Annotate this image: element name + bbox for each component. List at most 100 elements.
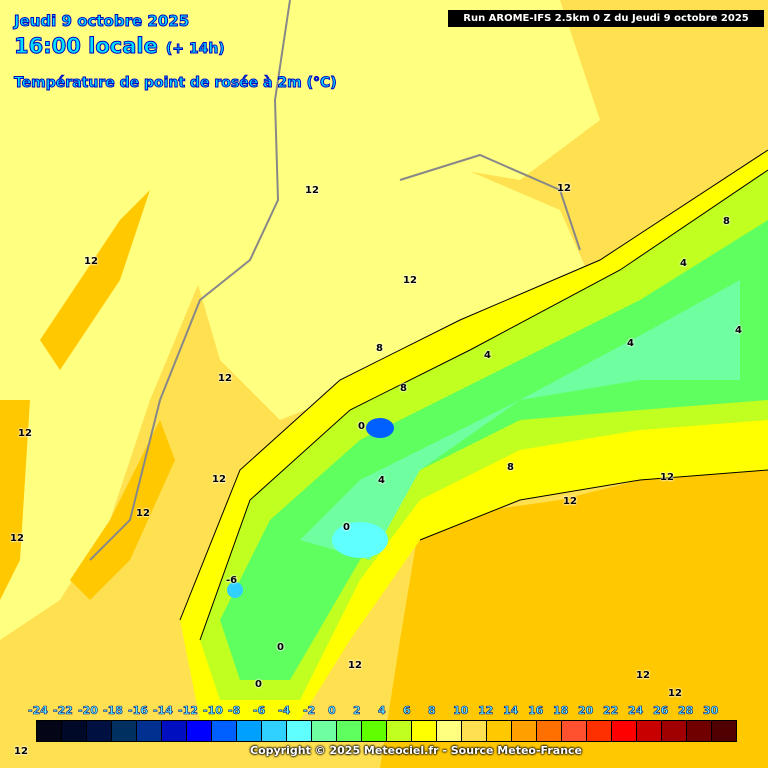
colorbar-swatch (312, 721, 337, 741)
colorbar-swatch (187, 721, 212, 741)
cyan-spot (332, 522, 388, 558)
contour-lines (179, 149, 768, 641)
contour-label: 12 (636, 670, 650, 681)
colorbar-label: -18 (103, 704, 123, 718)
contour-label: 12 (218, 373, 232, 384)
contour-label: 4 (378, 475, 385, 486)
contour-label: 12 (557, 183, 571, 194)
colorbar-swatch (687, 721, 712, 741)
colorbar-swatch (512, 721, 537, 741)
contour-label: 12 (14, 746, 28, 757)
colorbar-swatch (487, 721, 512, 741)
colorbar-swatch (537, 721, 562, 741)
colorbar-label: -6 (253, 704, 266, 718)
colorbar-label: 10 (453, 704, 469, 718)
colorbar-swatch (562, 721, 587, 741)
colorbar-swatch (287, 721, 312, 741)
colorbar-label: 22 (603, 704, 619, 718)
lead-time: (+ 14h) (165, 41, 225, 58)
colorbar-labels: -24 -22 -20 -18 -16 -14 -12 -10 -8 -6 -4 -2 0 2 4 6 8 10 1… (24, 704, 764, 718)
contour-label: 4 (484, 350, 491, 361)
colorbar-swatch (337, 721, 362, 741)
green-core (220, 220, 768, 680)
colorbar-swatch (137, 721, 162, 741)
pale-yellow-north (150, 120, 600, 420)
forecast-time: 16:00 locale (+ 14h) (14, 34, 226, 59)
orange-sw-edge (0, 400, 30, 600)
blue-spot (366, 418, 394, 438)
colorbar-swatch (262, 721, 287, 741)
colorbar-label: 14 (503, 704, 519, 718)
pale-yellow-zone (0, 0, 600, 640)
contour-label: -6 (226, 575, 238, 586)
colorbar-swatch (237, 721, 262, 741)
colorbar-swatch (662, 721, 687, 741)
contour-label: 12 (18, 428, 32, 439)
colorbar-label: -2 (303, 704, 316, 718)
colorbar-label: 18 (553, 704, 569, 718)
colorbar-label: 16 (528, 704, 544, 718)
colorbar-swatch (462, 721, 487, 741)
contour-label: 12 (563, 496, 577, 507)
colorbar-swatch (612, 721, 637, 741)
parameter-title: Température de point de rosée à 2m (°C) (14, 75, 338, 92)
colorbar-swatch (362, 721, 387, 741)
colorbar-label: 6 (403, 704, 411, 718)
contour-label: 12 (10, 533, 24, 544)
colorbar-label: -4 (278, 704, 291, 718)
colorbar-label: -10 (203, 704, 223, 718)
colorbar-label: -20 (78, 704, 98, 718)
orange-southeast (380, 470, 768, 768)
contour-label: 0 (277, 642, 284, 653)
contour-label: 8 (723, 216, 730, 227)
colorbar-label: 26 (653, 704, 669, 718)
colorbar-label: 0 (328, 704, 336, 718)
colorbar-swatch (637, 721, 662, 741)
contour-label: 12 (84, 256, 98, 267)
contour-label: 0 (255, 679, 262, 690)
colorbar-swatch (587, 721, 612, 741)
colorbar-swatch (412, 721, 437, 741)
blue-spot-2 (227, 582, 243, 598)
colorbar-label: 30 (703, 704, 719, 718)
contour-label: 12 (212, 474, 226, 485)
contour-label: 4 (735, 325, 742, 336)
colorbar-swatch (112, 721, 137, 741)
colorbar-label: -24 (28, 704, 48, 718)
colorbar-swatch (437, 721, 462, 741)
contour-label: 0 (343, 522, 350, 533)
green-light-core (300, 280, 740, 560)
contour-label: 4 (680, 258, 687, 269)
contour-label: 0 (358, 421, 365, 432)
contour-label: 12 (305, 185, 319, 196)
contour-label: 8 (507, 462, 514, 473)
colorbar-swatch (87, 721, 112, 741)
forecast-date: Jeudi 9 octobre 2025 (13, 12, 190, 31)
copyright: Copyright © 2025 Meteociel.fr - Source M… (250, 744, 583, 757)
run-info: Run AROME-IFS 2.5km 0 Z du Jeudi 9 octob… (448, 10, 764, 27)
colorbar-label: 28 (678, 704, 694, 718)
colorbar-swatch (387, 721, 412, 741)
contour-label: 12 (348, 660, 362, 671)
colorbar-label: 4 (378, 704, 386, 718)
colorbar-label: -16 (128, 704, 148, 718)
colorbar (36, 720, 737, 742)
contour-label: 12 (660, 472, 674, 483)
contour-label: 8 (400, 383, 407, 394)
contour-label: 4 (627, 338, 634, 349)
colorbar-label: 2 (353, 704, 361, 718)
contour-label: 8 (376, 343, 383, 354)
colorbar-label: 24 (628, 704, 644, 718)
colorbar-swatch (37, 721, 62, 741)
local-time: 16:00 locale (14, 34, 159, 59)
colorbar-label: 8 (428, 704, 436, 718)
colorbar-label: 20 (578, 704, 594, 718)
contour-label: 12 (136, 508, 150, 519)
colorbar-label: -22 (53, 704, 73, 718)
colorbar-label: 12 (478, 704, 494, 718)
colorbar-label: -8 (228, 704, 241, 718)
orange-nw-band (40, 190, 150, 370)
colorbar-label: -12 (178, 704, 198, 718)
colorbar-swatch (162, 721, 187, 741)
